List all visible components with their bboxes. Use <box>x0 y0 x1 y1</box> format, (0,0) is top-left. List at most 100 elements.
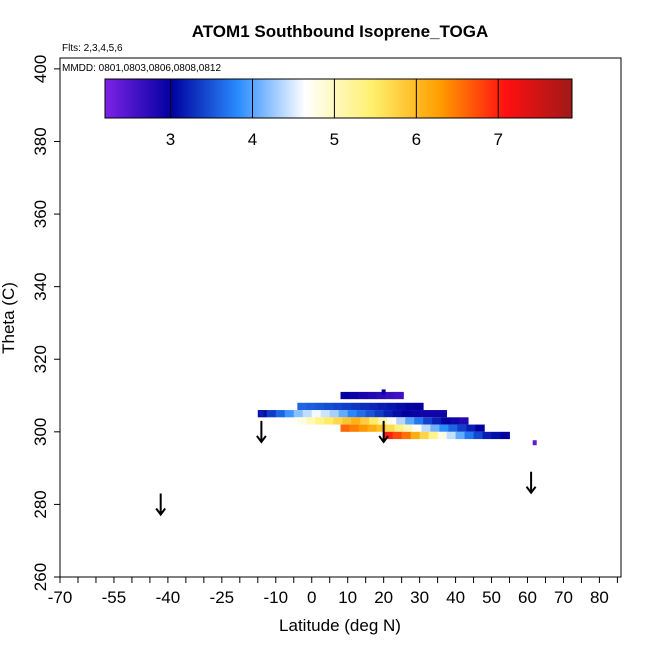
heatmap-cell <box>340 391 350 400</box>
heatmap-cell <box>297 402 307 411</box>
heatmap-cell <box>302 410 313 418</box>
x-tick-label: 70 <box>554 588 573 607</box>
heatmap-cell <box>266 410 277 418</box>
x-tick-label: -40 <box>156 588 181 607</box>
heatmap-cell <box>320 410 331 418</box>
heatmap-cell <box>385 424 395 432</box>
heatmap-cell <box>369 417 379 425</box>
x-tick-label: 80 <box>590 588 609 607</box>
heatmap-cell <box>396 402 406 411</box>
heatmap-cell <box>441 417 451 425</box>
x-tick-label: -10 <box>263 588 288 607</box>
heatmap-cell <box>367 391 377 400</box>
x-tick-label: -70 <box>48 588 73 607</box>
heatmap-cell <box>410 410 421 418</box>
heatmap-cell <box>405 402 415 411</box>
heatmap-cell <box>394 391 404 400</box>
heatmap-cell <box>349 424 359 432</box>
heatmap-cell <box>482 431 492 440</box>
heatmap-cell <box>358 424 368 432</box>
y-axis-label: Theta (C) <box>0 282 18 354</box>
heatmap-cell <box>385 391 395 400</box>
x-axis: -70 -55 -40 -25 -10 0 10 20 30 40 50 60 70 80 <box>48 577 618 607</box>
colorbar <box>104 78 573 119</box>
heatmap-cell <box>340 424 350 432</box>
heatmap-cell <box>378 402 388 411</box>
heatmap-band <box>297 402 424 411</box>
heatmap-cell <box>412 424 422 432</box>
heatmap-cell <box>378 417 388 425</box>
heatmap-cell <box>311 410 322 418</box>
plot-frame <box>59 57 622 578</box>
heatmap-cell <box>369 402 379 411</box>
heatmap-cell <box>394 424 404 432</box>
heatmap-cell <box>414 417 424 425</box>
arrow-layer <box>155 420 537 517</box>
heatmap-band <box>257 410 447 418</box>
heatmap-cell <box>293 410 304 418</box>
heatmap-cell <box>405 417 415 425</box>
heatmap-cell <box>392 410 403 418</box>
data-point <box>532 440 537 446</box>
heatmap-cell <box>360 417 370 425</box>
down-arrow-marker <box>256 420 267 444</box>
heatmap-cell <box>446 431 456 440</box>
x-tick-label: 30 <box>410 588 429 607</box>
y-tick-label: 340 <box>31 272 50 300</box>
heatmap-cell <box>342 417 352 425</box>
heatmap-cell <box>401 431 412 440</box>
down-arrow-marker <box>155 493 166 517</box>
x-tick-label: 50 <box>482 588 501 607</box>
colorbar-tick-label: 6 <box>412 130 421 149</box>
heatmap-cell <box>414 402 424 411</box>
data-point <box>381 389 386 395</box>
heatmap-cell <box>464 431 474 440</box>
heatmap-cell <box>315 417 325 425</box>
heatmap-cell <box>419 410 430 418</box>
heatmap-cell <box>306 417 316 425</box>
x-tick-label: -55 <box>102 588 127 607</box>
heatmap-cell <box>430 424 440 432</box>
heatmap-cell <box>374 410 385 418</box>
colorbar-ticks: 3 4 5 6 7 <box>166 79 503 149</box>
heatmap-cell <box>421 424 431 432</box>
heatmap-band <box>297 417 469 425</box>
colorbar-tick-label: 3 <box>166 130 175 149</box>
heatmap-cell <box>338 410 349 418</box>
heatmap-cell <box>500 431 510 440</box>
colorbar-tick-label: 7 <box>494 130 503 149</box>
heatmap-cell <box>360 402 370 411</box>
x-tick-label: 20 <box>374 588 393 607</box>
heatmap-cell <box>349 391 359 400</box>
heatmap-cell <box>428 431 438 440</box>
heatmap-cell <box>358 391 368 400</box>
dates-label: MMDD: 0801,0803,0806,0808,0812 <box>62 63 221 74</box>
heatmap-cell <box>329 410 340 418</box>
heatmap-cell <box>410 431 421 440</box>
heatmap-cell <box>473 431 483 440</box>
heatmap-cell <box>284 410 295 418</box>
heatmap-cell <box>387 402 397 411</box>
y-tick-label: 260 <box>31 563 50 591</box>
x-tick-label: 0 <box>307 588 316 607</box>
heatmap-cell <box>428 410 438 418</box>
heatmap-cell <box>392 431 403 440</box>
heatmap-cell <box>423 417 433 425</box>
heatmap-cell <box>437 431 447 440</box>
heatmap-cell <box>455 431 465 440</box>
colorbar-tick-label: 4 <box>248 130 257 149</box>
heatmap-cell <box>333 417 343 425</box>
heatmap-cell <box>365 410 376 418</box>
heatmap-cell <box>466 424 476 432</box>
heatmap-cell <box>396 417 406 425</box>
x-tick-label: -25 <box>210 588 235 607</box>
heatmap-cell <box>376 424 386 432</box>
flights-label: Flts: 2,3,4,5,6 <box>62 43 123 54</box>
heatmap-cell <box>351 402 361 411</box>
heatmap-cell <box>351 417 361 425</box>
y-tick-label: 320 <box>31 345 50 373</box>
y-tick-label: 280 <box>31 490 50 518</box>
y-tick-label: 400 <box>31 55 50 83</box>
x-tick-label: 60 <box>518 588 537 607</box>
heatmap-band <box>383 431 510 440</box>
